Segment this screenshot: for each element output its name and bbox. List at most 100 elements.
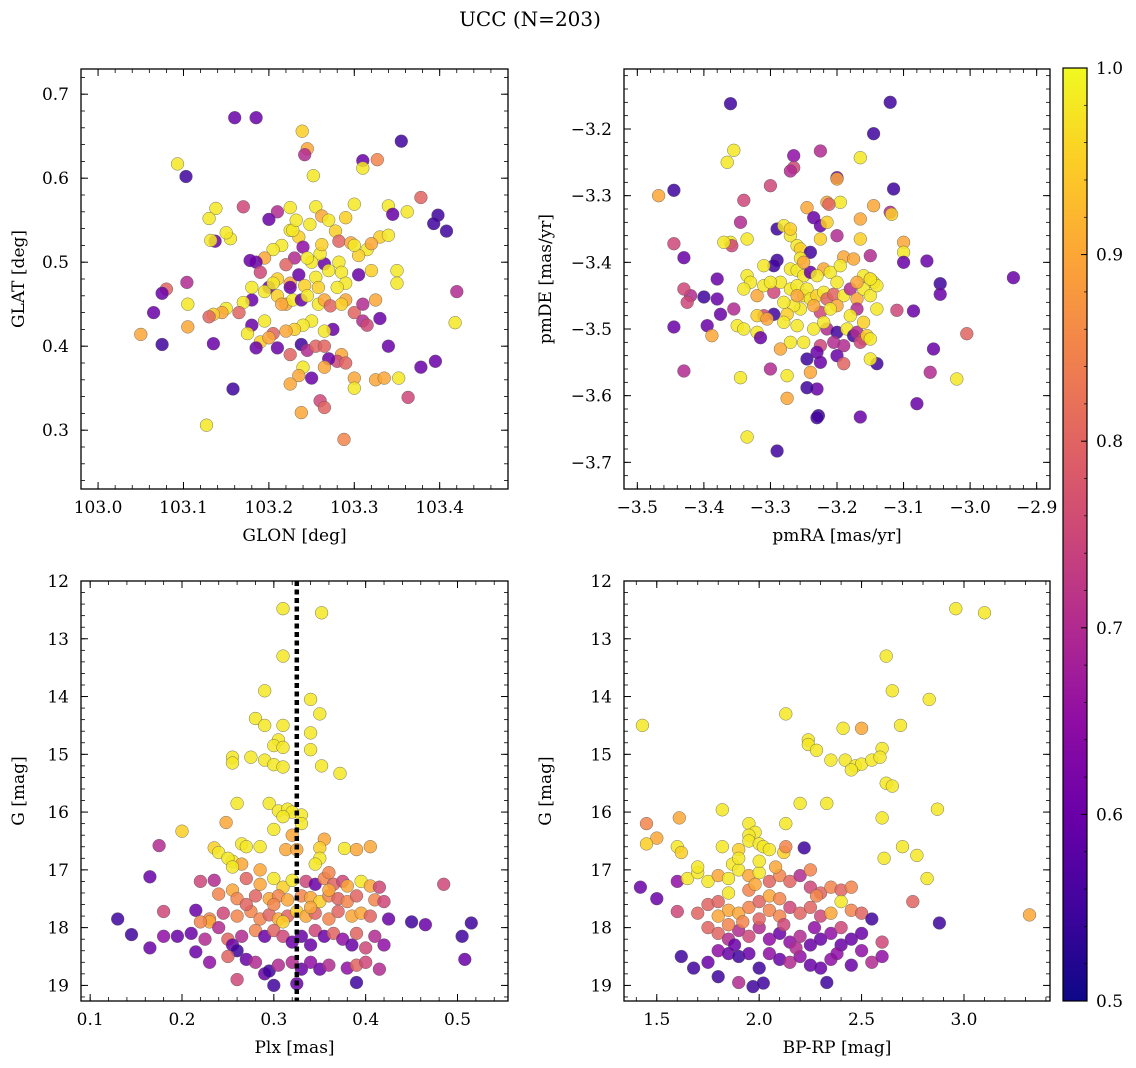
axes-frame [80, 580, 509, 1002]
data-point [244, 750, 258, 764]
x-tick-label: −3.0 [949, 498, 990, 518]
colorbar-tick-label: 0.8 [1096, 432, 1123, 452]
data-point [923, 365, 937, 379]
data-point [717, 235, 731, 249]
data-point [790, 319, 804, 333]
data-point [732, 851, 746, 865]
data-point [711, 894, 725, 909]
data-point [853, 151, 867, 165]
data-point [347, 197, 361, 211]
data-point [209, 201, 223, 216]
data-point [701, 955, 715, 969]
data-point [134, 327, 148, 342]
data-point [752, 912, 766, 926]
data-point [879, 649, 893, 663]
data-point [248, 889, 263, 903]
data-point [713, 307, 728, 321]
data-point [364, 237, 379, 251]
data-point [768, 860, 783, 874]
data-point [779, 840, 793, 854]
data-point [773, 342, 788, 356]
data-point [363, 840, 377, 854]
data-point [377, 938, 391, 952]
data-point [813, 355, 828, 369]
data-point [838, 753, 852, 767]
data-point [283, 201, 297, 215]
data-point [349, 889, 364, 903]
x-tick-label: 103.2 [245, 498, 294, 518]
data-point [863, 289, 877, 303]
data-point [323, 299, 338, 313]
data-point [817, 315, 831, 329]
data-point [414, 360, 428, 374]
data-point [337, 841, 352, 856]
data-point [345, 938, 359, 952]
data-point [258, 314, 272, 328]
data-point [239, 840, 253, 854]
data-point [239, 871, 253, 886]
data-point [372, 962, 387, 976]
data-point [157, 904, 171, 919]
data-point [711, 926, 725, 941]
data-point [390, 264, 404, 278]
data-point [950, 372, 964, 386]
data-point [184, 926, 198, 941]
data-point [283, 377, 297, 391]
data-point [152, 838, 166, 853]
data-point [279, 258, 293, 272]
data-point [866, 199, 881, 213]
data-point [253, 265, 267, 279]
data-point [854, 906, 869, 920]
data-point [262, 212, 276, 227]
data-point [276, 810, 290, 824]
y-tick-label: 13 [47, 630, 69, 650]
data-point [822, 197, 836, 211]
data-point [322, 213, 336, 227]
data-point [827, 335, 841, 349]
y-tick-label: 0.7 [42, 85, 69, 105]
data-point [701, 920, 715, 935]
data-point [800, 201, 814, 215]
data-point [170, 157, 185, 171]
data-point [347, 306, 361, 320]
data-point [322, 958, 336, 972]
data-point [304, 743, 318, 757]
data-point [830, 946, 844, 961]
data-point [783, 222, 798, 236]
panels: 103.0 103.1 103.2 103.3 103.4 0.3 0.4 0.5 0.6 0.7… [9, 68, 1057, 1058]
data-point [199, 418, 214, 432]
data-point [414, 190, 428, 205]
data-point [428, 354, 443, 368]
data-point [932, 916, 947, 930]
data-point [315, 759, 329, 773]
data-point [359, 955, 373, 969]
data-point [809, 889, 824, 903]
data-point [875, 935, 889, 949]
data-point [368, 929, 382, 943]
data-point [349, 842, 364, 857]
x-axis-label: pmRA [mas/yr] [772, 526, 901, 546]
data-point [650, 892, 664, 906]
colorbar-tick-label: 0.6 [1096, 805, 1123, 825]
data-point [873, 750, 887, 764]
data-point [853, 212, 867, 226]
data-point [830, 275, 844, 289]
colorbar: 0.5 0.6 0.7 0.8 0.9 1.0 [1062, 59, 1123, 1012]
data-point [370, 153, 384, 167]
data-point [124, 927, 139, 942]
data-point [295, 124, 309, 138]
data-point [633, 880, 648, 894]
data-point [339, 211, 353, 225]
data-point [863, 272, 877, 286]
y-tick-label: 19 [590, 976, 612, 996]
data-point [843, 309, 857, 323]
data-point [147, 306, 161, 320]
y-tick-label: 12 [47, 572, 69, 592]
data-point [253, 863, 267, 877]
data-point [807, 322, 821, 336]
data-point [464, 916, 478, 930]
data-point [757, 259, 771, 273]
data-point [651, 189, 666, 203]
data-point [830, 172, 844, 186]
data-point [677, 364, 691, 378]
